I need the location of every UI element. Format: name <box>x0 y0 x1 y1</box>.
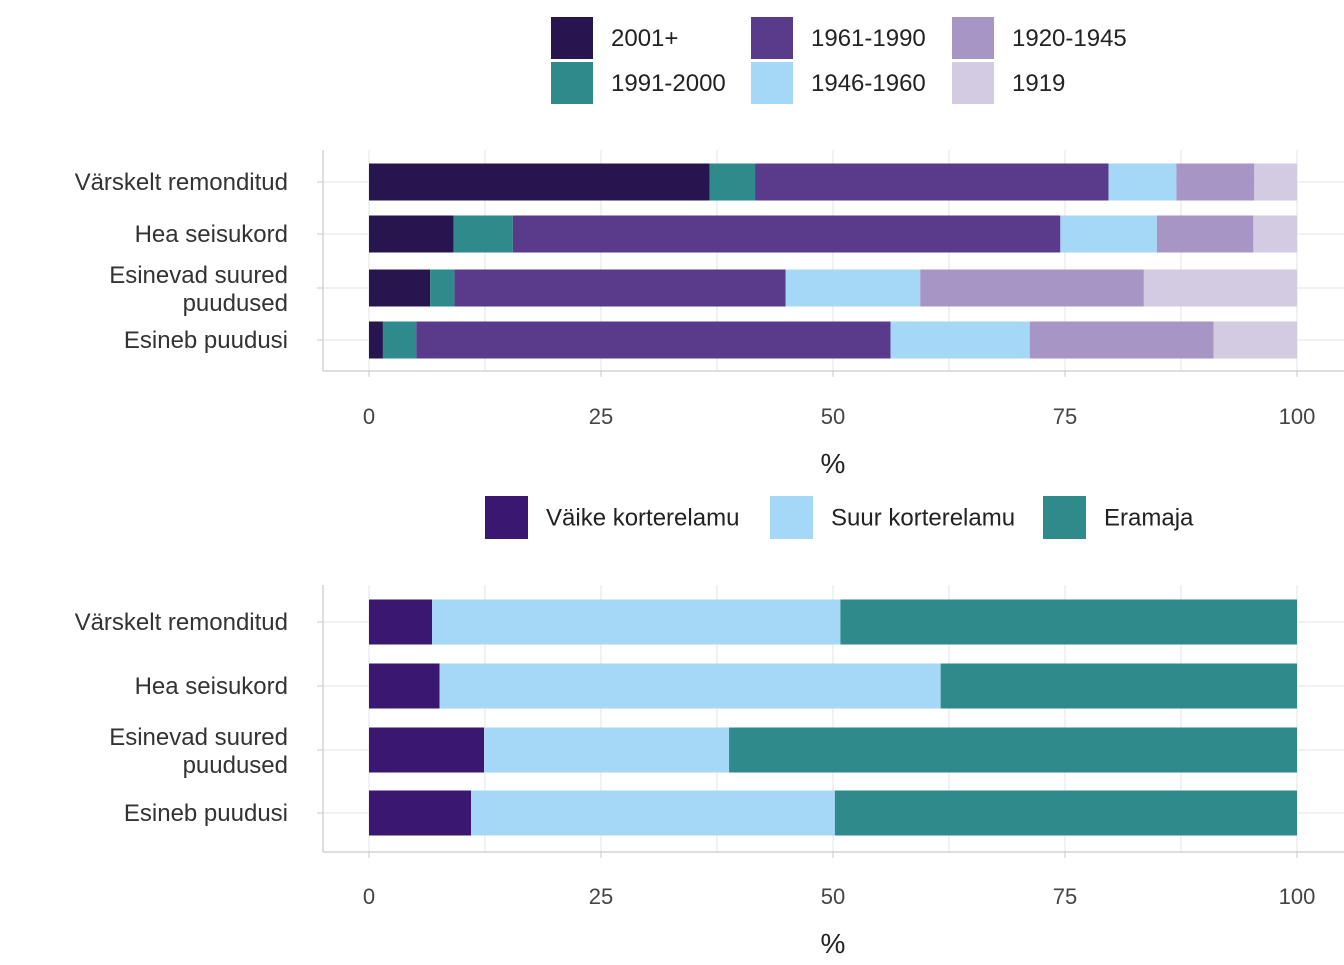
bar-1991-2000-esineb-puudusi <box>382 321 417 359</box>
category-label: Värskelt remonditud <box>75 609 288 636</box>
bar-1991-2000-varskelt-remonditud <box>709 163 756 201</box>
legend-item-1946-1960: 1946-1960 <box>751 62 926 104</box>
bar-1946-1960-varskelt-remonditud <box>1108 163 1177 201</box>
bars <box>369 599 1297 836</box>
bar-1961-1990-esineb-puudusi <box>416 321 891 359</box>
x-tick-label: 25 <box>589 404 613 429</box>
bar-2001-varskelt-remonditud <box>369 163 710 201</box>
legend-item-suur-korterelamu: Suur korterelamu <box>770 496 1015 539</box>
legend-swatch <box>952 62 994 104</box>
bar-1991-2000-esinevad-suured-puudused <box>430 269 455 307</box>
category-label: Värskelt remonditud <box>75 169 288 196</box>
x-tick-label: 50 <box>821 884 845 909</box>
bar-1991-2000-hea-seisukord <box>453 215 513 253</box>
bar-1919-hea-seisukord <box>1253 215 1297 253</box>
bar-1919-varskelt-remonditud <box>1254 163 1297 201</box>
bar-1961-1990-hea-seisukord <box>512 215 1061 253</box>
bar-1961-1990-varskelt-remonditud <box>755 163 1109 201</box>
bar-suur-korterelamu-varskelt-remonditud <box>432 599 841 645</box>
legend-label: 1961-1990 <box>811 25 926 52</box>
bar-vaike-korterelamu-esinevad-suured-puudused <box>369 727 485 773</box>
bar-2001-esinevad-suured-puudused <box>369 269 431 307</box>
bar-vaike-korterelamu-esineb-puudusi <box>369 790 472 836</box>
legend-label: 2001+ <box>611 25 678 52</box>
x-tick-label: 100 <box>1279 404 1316 429</box>
legend: Väike korterelamu Suur korterelamu Eramaja <box>485 496 1194 539</box>
x-tick-label: 0 <box>363 404 375 429</box>
x-tick-label: 75 <box>1053 404 1077 429</box>
bar-1946-1960-esinevad-suured-puudused <box>785 269 921 307</box>
bar-1920-1945-varskelt-remonditud <box>1176 163 1255 201</box>
legend-swatch <box>1043 496 1086 539</box>
category-label: Hea seisukord <box>135 673 288 700</box>
legend-item-2001: 2001+ <box>551 17 678 59</box>
bar-1919-esinevad-suured-puudused <box>1143 269 1297 307</box>
chart-panel-2: Värskelt remonditud Hea seisukord Esinevad… <box>75 496 1344 959</box>
legend: 2001+ 1991-2000 1961-1990 1946-1960 1920-194… <box>551 17 1127 104</box>
bar-suur-korterelamu-esinevad-suured-puudused <box>484 727 730 773</box>
legend-swatch <box>751 17 793 59</box>
x-tick-label: 0 <box>363 884 375 909</box>
legend-label: 1991-2000 <box>611 70 726 97</box>
bar-1920-1945-esinevad-suured-puudused <box>920 269 1144 307</box>
chart-panel-1: Värskelt remonditud Hea seisukord Esinevad… <box>75 17 1344 479</box>
legend-swatch <box>551 17 593 59</box>
x-tick-label: 100 <box>1279 884 1316 909</box>
legend-label: Väike korterelamu <box>546 505 739 532</box>
bar-1961-1990-esinevad-suured-puudused <box>454 269 786 307</box>
category-label: Esinevad suured puudused <box>109 724 288 779</box>
legend-item-vaike-korterelamu: Väike korterelamu <box>485 496 739 539</box>
bar-suur-korterelamu-esineb-puudusi <box>471 790 835 836</box>
legend-item-1919: 1919 <box>952 62 1065 104</box>
bar-1920-1945-hea-seisukord <box>1156 215 1254 253</box>
category-label: Esineb puudusi <box>124 327 288 354</box>
legend-label: Eramaja <box>1104 505 1194 532</box>
bar-suur-korterelamu-hea-seisukord <box>439 663 941 709</box>
bar-1919-esineb-puudusi <box>1213 321 1297 359</box>
legend-swatch <box>770 496 813 539</box>
bar-1946-1960-esineb-puudusi <box>890 321 1030 359</box>
bar-vaike-korterelamu-hea-seisukord <box>369 663 440 709</box>
legend-label: 1919 <box>1012 70 1065 97</box>
legend-item-1991-2000: 1991-2000 <box>551 62 726 104</box>
x-axis-title: % <box>821 448 846 479</box>
bar-eramaja-esinevad-suured-puudused <box>729 727 1297 773</box>
bars <box>369 163 1297 359</box>
legend-swatch <box>952 17 994 59</box>
bar-1946-1960-hea-seisukord <box>1060 215 1157 253</box>
legend-item-1920-1945: 1920-1945 <box>952 17 1127 59</box>
bar-1920-1945-esineb-puudusi <box>1029 321 1214 359</box>
legend-label: 1946-1960 <box>811 70 926 97</box>
legend-swatch <box>485 496 528 539</box>
bar-eramaja-varskelt-remonditud <box>840 599 1297 645</box>
bar-2001-esineb-puudusi <box>369 321 383 359</box>
legend-item-1961-1990: 1961-1990 <box>751 17 926 59</box>
category-label: Hea seisukord <box>135 221 288 248</box>
bar-vaike-korterelamu-varskelt-remonditud <box>369 599 433 645</box>
x-axis-title: % <box>821 928 846 959</box>
bar-eramaja-hea-seisukord <box>940 663 1297 709</box>
legend-label: Suur korterelamu <box>831 505 1015 532</box>
legend-swatch <box>551 62 593 104</box>
bar-2001-hea-seisukord <box>369 215 454 253</box>
legend-item-eramaja: Eramaja <box>1043 496 1194 539</box>
x-tick-label: 75 <box>1053 884 1077 909</box>
legend-label: 1920-1945 <box>1012 25 1127 52</box>
category-label: Esinevad suured puudused <box>109 262 288 317</box>
legend-swatch <box>751 62 793 104</box>
bar-eramaja-esineb-puudusi <box>834 790 1297 836</box>
x-tick-label: 25 <box>589 884 613 909</box>
x-tick-label: 50 <box>821 404 845 429</box>
category-label: Esineb puudusi <box>124 800 288 827</box>
